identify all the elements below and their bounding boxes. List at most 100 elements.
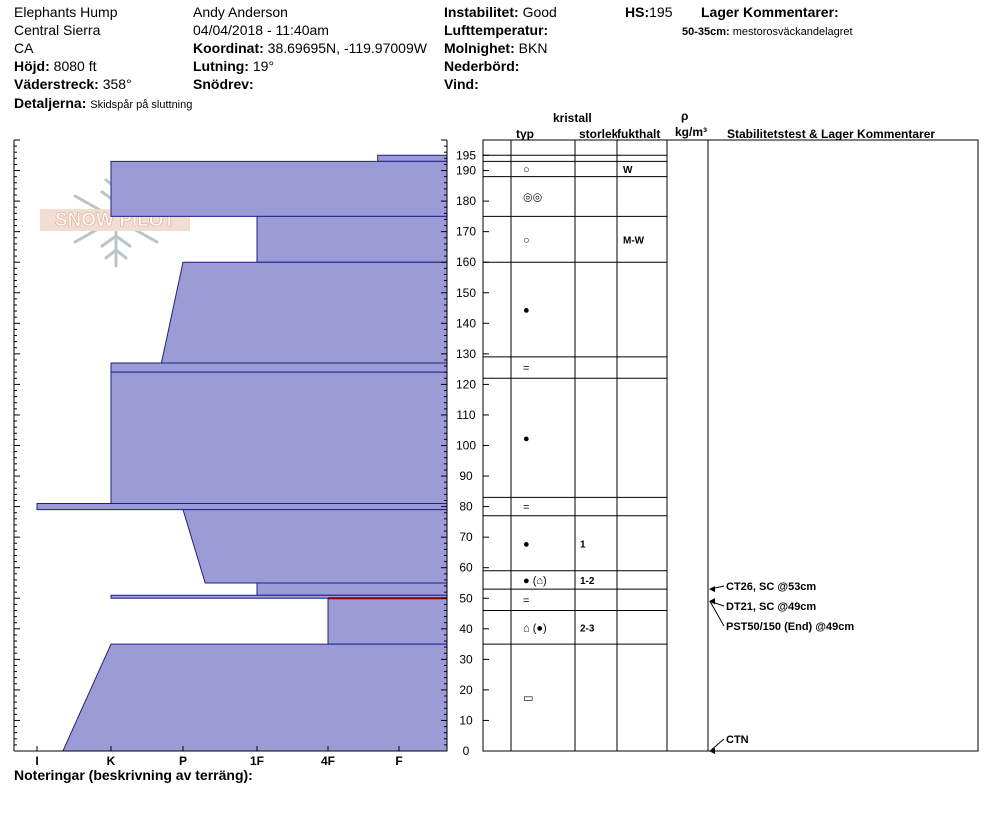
crystal-size: 2-3 [580, 623, 595, 634]
height-tick-label: 180 [456, 194, 476, 208]
test-label: CT26, SC @53cm [726, 581, 816, 593]
wind-label: Vind: [444, 76, 479, 92]
slope-label: Lutning: [193, 58, 249, 74]
col-density-unit: kg/m³ [675, 125, 708, 139]
height-tick-label: 90 [459, 469, 473, 483]
coordinate: Koordinat: 38.69695N, -119.97009W [193, 40, 427, 56]
slope-value: 19° [252, 58, 275, 74]
details-label: Detaljerna: [14, 95, 87, 111]
height-tick-label: 60 [459, 561, 473, 575]
col-tests: Stabilitetstest & Lager Kommentarer [727, 127, 936, 141]
height-tick-label: 110 [456, 408, 475, 422]
stability-value: Good [522, 4, 557, 20]
height-tick-label: 170 [456, 225, 476, 239]
crystal-type: ⌂ (●) [523, 622, 547, 634]
right-y-ticks [441, 139, 447, 752]
test-label: DT21, SC @49cm [726, 601, 816, 613]
height-tick-label: 130 [456, 347, 476, 361]
sky-value: BKN [518, 40, 548, 56]
location-name: Elephants Hump [14, 4, 118, 20]
height-tick-label: 150 [456, 286, 476, 300]
details-value: Skidspår på sluttning [90, 99, 193, 111]
elevation: Höjd: 8080 ft [14, 58, 96, 74]
hardness-layer [327, 597, 448, 645]
layer-boundaries [483, 154, 667, 752]
height-tick-label: 120 [456, 377, 476, 391]
col-type: typ [516, 127, 534, 141]
test-label: PST50/150 (End) @49cm [726, 621, 854, 633]
observer-name: Andy Anderson [193, 4, 288, 20]
crystal-type: = [523, 363, 529, 375]
height-tick-label: 10 [459, 713, 473, 727]
test-leader [709, 601, 725, 627]
height-tick-label: 0 [463, 744, 470, 758]
coordinate-label: Koordinat: [193, 40, 264, 56]
height-axis: 0 10 20 30 40 50 60 70 80 90 100 110 120 130 140 150 160… [456, 148, 489, 758]
crystal-type: = [523, 595, 529, 607]
test-arrowhead [709, 598, 715, 605]
drift-label: Snödrev: [193, 76, 254, 92]
crystal-size: 1 [580, 539, 586, 550]
test-arrowhead [709, 748, 715, 754]
moisture: W [623, 165, 633, 176]
mountain-range: Central Sierra [14, 22, 101, 38]
elevation-label: Höjd: [14, 58, 50, 74]
height-tick-label: 100 [456, 439, 476, 453]
crystal-type: ● [523, 538, 530, 550]
test-label: CTN [726, 734, 749, 746]
height-tick-label: 50 [459, 591, 473, 605]
sky-label: Molnighet: [444, 40, 515, 56]
hardness-tick-label: P [179, 754, 187, 768]
crystal-type: ◎◎ [523, 192, 542, 204]
observation-datetime: 04/04/2018 - 11:40am [193, 22, 329, 38]
hardness-layer [110, 371, 448, 505]
moisture: M-W [623, 235, 645, 246]
precip-label: Nederbörd: [444, 58, 520, 74]
layer-table-frame [482, 139, 979, 752]
crystal-size: 1-2 [580, 576, 595, 587]
elevation-value: 8080 ft [53, 58, 97, 74]
layer-comment-range: 50-35cm: [682, 26, 730, 38]
hardness-layer [110, 362, 448, 373]
crystal-type: ● [523, 433, 530, 445]
crystal-type: = [523, 502, 529, 514]
crystal-type: ○ [523, 234, 530, 246]
hardness-tick-label: F [395, 754, 402, 768]
layer-comment-text: mestorosväckandelagret [732, 26, 853, 38]
hardness-tick-label: 1F [250, 754, 264, 768]
height-tick-label: 70 [459, 530, 473, 544]
crystal-type: ● (⌂) [523, 575, 547, 587]
layer-cells: ○ W ◎◎ ○ M-W ● = ● = ● 1 ● (⌂) 1-2 = ⌂ (●) 2-3 ▭ [523, 164, 645, 705]
crystal-type: ▭ [523, 693, 533, 705]
layer-comments-label: Lager Kommentarer: [701, 4, 839, 20]
details: Detaljerna: Skidspår på sluttning [14, 95, 192, 113]
hs-value: 195 [649, 4, 673, 20]
stability-label: Instabilitet: [444, 4, 519, 20]
hardness-layer [377, 154, 448, 162]
aspect-label: Väderstreck: [14, 76, 99, 92]
height-tick-label: 20 [459, 683, 473, 697]
notes-label: Noteringar (beskrivning av terräng): [14, 767, 253, 783]
sky: Molnighet: BKN [444, 40, 547, 56]
hardness-layer [62, 643, 448, 752]
test-arrowhead [709, 586, 715, 593]
left-y-ticks [14, 139, 20, 752]
hardness-layer [256, 582, 448, 596]
height-tick-label: 160 [456, 255, 476, 269]
hardness-x-axis: I K P 1F 4F F [35, 746, 403, 768]
col-rho: ρ [681, 109, 689, 123]
test-leader [709, 738, 725, 752]
hardness-layer [160, 261, 448, 364]
hardness-profile [36, 154, 448, 752]
height-tick-label: 80 [459, 500, 473, 514]
height-tick-label: 190 [456, 164, 476, 178]
crystal-type: ○ [523, 164, 530, 176]
stability-tests: CT26, SC @53cm DT21, SC @49cm PST50/150 (E… [709, 581, 854, 754]
crystal-type: ● [523, 305, 530, 317]
hardness-tick-label: I [35, 754, 38, 768]
hardness-tick-label: K [107, 754, 116, 768]
height-tick-label: 30 [459, 652, 473, 666]
aspect: Väderstreck: 358° [14, 76, 132, 92]
hs: HS:195 [625, 4, 672, 20]
